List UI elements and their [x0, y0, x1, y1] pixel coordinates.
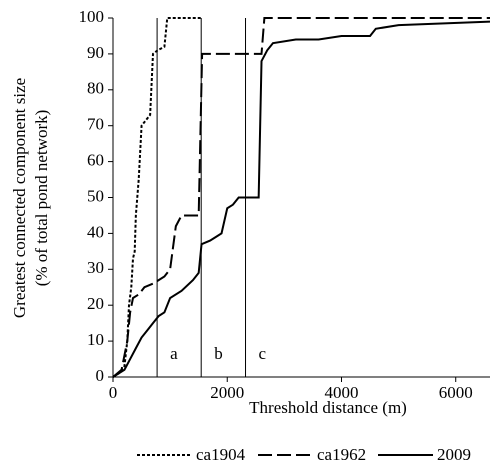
- threshold-label: c: [259, 344, 267, 363]
- threshold-label: b: [214, 344, 223, 363]
- threshold-label: a: [170, 344, 178, 363]
- series-line: [112, 17, 490, 378]
- y-tick-label: 90: [87, 43, 104, 62]
- x-tick-label: 4000: [324, 383, 358, 402]
- series-line: [112, 20, 490, 378]
- y-tick-label: 50: [87, 186, 104, 205]
- y-tick-label: 10: [87, 330, 104, 349]
- x-tick-label: 2000: [210, 383, 244, 402]
- y-tick-label: 20: [87, 294, 104, 313]
- x-axis-title: Threshold distance (m): [249, 398, 407, 417]
- y-tick-label: 100: [79, 7, 105, 26]
- legend-label: 2009: [437, 445, 471, 464]
- y-tick-label: 40: [87, 222, 104, 241]
- legend-label: ca1962: [317, 445, 366, 464]
- y-tick-label: 70: [87, 115, 104, 134]
- y-tick-label: 80: [87, 79, 104, 98]
- y-tick-label: 60: [87, 151, 104, 170]
- x-tick-label: 6000: [439, 383, 473, 402]
- legend-label: ca1904: [196, 445, 246, 464]
- x-tick-label: 0: [109, 383, 118, 402]
- series-line: [112, 17, 202, 378]
- y-axis-title: Greatest connected component size: [10, 78, 29, 318]
- y-tick-label: 0: [96, 366, 105, 385]
- y-axis-title: (% of total pond network): [32, 110, 51, 287]
- y-tick-label: 30: [87, 258, 104, 277]
